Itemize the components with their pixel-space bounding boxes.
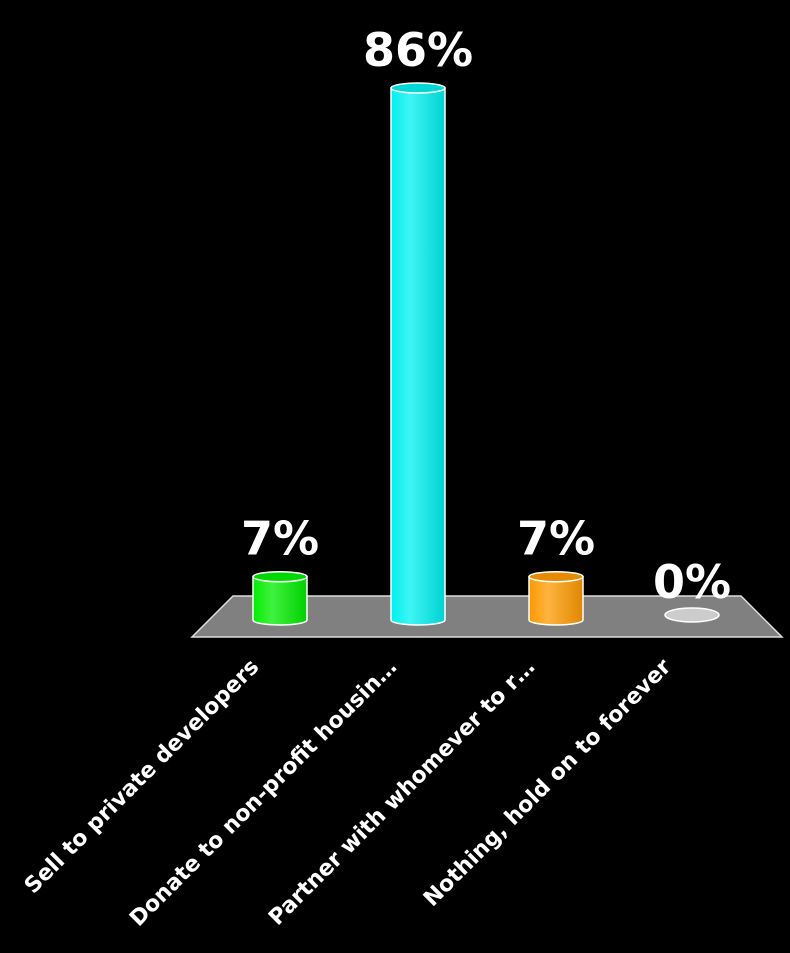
category-label-3: Partner with whomever to r… [264,655,540,931]
value-label-2: 86% [363,23,473,77]
category-label-4: Nothing, hold on to forever [419,654,676,911]
bar-3 [528,570,584,626]
category-label-2: Donate to non-profit housin… [125,655,402,932]
category-label-1: Sell to private developers [20,655,264,899]
bar-4 [664,607,720,623]
value-label-1: 7% [241,512,319,566]
value-label-3: 7% [517,512,595,566]
bar-2 [390,82,446,626]
bars-layer [252,82,720,626]
value-labels-layer: 7% 86% 7% 0% [241,23,731,609]
bar-1 [252,570,308,626]
value-label-4: 0% [653,555,731,609]
chart-floor [190,595,784,638]
